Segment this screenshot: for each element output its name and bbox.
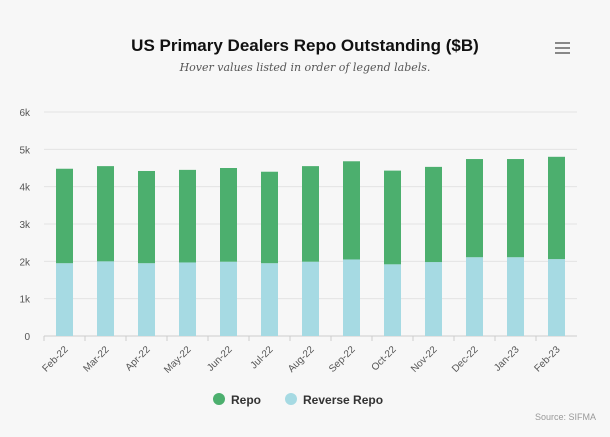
x-tick-label: Feb-22	[40, 344, 70, 374]
bar-reverse-repo[interactable]	[220, 261, 237, 336]
chart-subtitle: Hover values listed in order of legend l…	[179, 61, 431, 74]
bar-reverse-repo[interactable]	[343, 259, 360, 336]
legend-marker-repo[interactable]	[213, 393, 225, 405]
chart-source: Source: SIFMA	[534, 412, 596, 422]
x-tick-label: May-22	[162, 344, 194, 376]
bar-reverse-repo[interactable]	[507, 257, 524, 336]
x-tick-label: Jun-22	[205, 344, 235, 374]
bar-repo[interactable]	[343, 161, 360, 260]
bar-repo[interactable]	[384, 170, 401, 265]
bar-repo[interactable]	[261, 171, 278, 264]
chart-title: US Primary Dealers Repo Outstanding ($B)	[131, 36, 479, 55]
y-tick-label: 5k	[19, 145, 31, 156]
bar-repo[interactable]	[548, 156, 565, 260]
bar-reverse-repo[interactable]	[425, 262, 442, 336]
bar-repo[interactable]	[425, 166, 442, 263]
bar-reverse-repo[interactable]	[548, 259, 565, 336]
bar-reverse-repo[interactable]	[302, 261, 319, 336]
x-tick-label: Dec-22	[450, 344, 481, 375]
bar-repo[interactable]	[507, 159, 524, 258]
bar-reverse-repo[interactable]	[179, 262, 196, 336]
x-tick-label: Jan-23	[492, 344, 522, 374]
x-tick-label: Aug-22	[286, 344, 317, 375]
legend-label-reverse-repo[interactable]: Reverse Repo	[303, 393, 383, 407]
hamburger-menu-icon[interactable]	[553, 40, 573, 56]
bar-repo[interactable]	[466, 159, 483, 258]
bar-reverse-repo[interactable]	[384, 264, 401, 336]
legend-label-repo[interactable]: Repo	[231, 393, 261, 407]
bar-repo[interactable]	[97, 166, 114, 262]
y-tick-label: 2k	[19, 257, 31, 268]
y-tick-label: 0	[24, 332, 30, 343]
x-tick-label: Nov-22	[409, 344, 440, 375]
bar-repo[interactable]	[179, 169, 196, 263]
legend-marker-reverse-repo[interactable]	[285, 393, 297, 405]
x-tick-label: Mar-22	[81, 344, 111, 374]
x-tick-label: Feb-23	[532, 344, 562, 374]
bar-reverse-repo[interactable]	[261, 263, 278, 336]
bar-reverse-repo[interactable]	[56, 263, 73, 336]
bar-reverse-repo[interactable]	[138, 263, 155, 336]
x-tick-label: Sep-22	[327, 344, 358, 375]
bar-repo[interactable]	[138, 170, 155, 264]
bar-repo[interactable]	[302, 166, 319, 262]
x-tick-label: Apr-22	[124, 344, 153, 373]
bar-repo[interactable]	[56, 168, 73, 264]
y-tick-label: 3k	[19, 220, 31, 231]
y-tick-label: 1k	[19, 295, 31, 306]
bar-reverse-repo[interactable]	[97, 261, 114, 336]
x-tick-label: Jul-22	[249, 344, 276, 371]
bar-repo[interactable]	[220, 168, 237, 262]
bar-reverse-repo[interactable]	[466, 257, 483, 336]
y-tick-label: 4k	[19, 183, 31, 194]
x-tick-label: Oct-22	[370, 344, 399, 373]
y-tick-label: 6k	[19, 108, 31, 119]
